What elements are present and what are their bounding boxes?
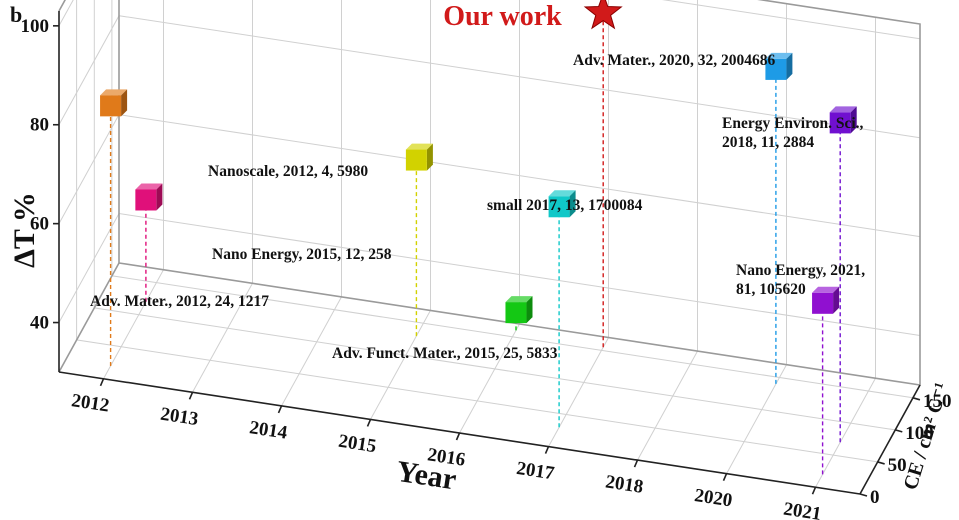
x-tick-mark — [99, 378, 105, 387]
y-axis-title: ΔT % — [8, 192, 41, 268]
tick-labels: 4060801002012201320142015201620172018202… — [21, 16, 952, 520]
annotation-point-9: 81, 105620 — [736, 281, 806, 298]
star-marker-our-work — [583, 0, 623, 30]
x-tick-label: 2015 — [337, 431, 378, 457]
cube-front-face — [100, 95, 122, 117]
grid-line-x — [637, 0, 698, 461]
z-tick-mark — [912, 397, 921, 401]
cube-marker-point-9 — [812, 286, 840, 314]
z-tick-label: 150 — [923, 391, 952, 412]
annotation-point-8: 2018, 11, 2884 — [722, 134, 814, 151]
cube-top-face — [505, 296, 533, 303]
axis-titles: b ΔT % Year CE / cm² C⁻¹ — [8, 2, 953, 496]
cube-top-face — [405, 143, 433, 150]
annotation-our-work: Our work — [443, 1, 562, 32]
annotation-point-7: Adv. Mater., 2020, 32, 2004686 — [573, 52, 775, 69]
cube-side-face — [850, 106, 857, 134]
drop-lines — [109, 15, 841, 475]
x-tick-mark — [188, 392, 194, 400]
data-markers — [100, 0, 857, 324]
cube-top-face — [829, 106, 857, 113]
annotation-point-1: Adv. Mater., 2012, 24, 1217 — [90, 293, 269, 310]
annotation-point-9: Nano Energy, 2021, — [736, 262, 865, 279]
cube-marker-point-6 — [548, 190, 576, 218]
panel-label: b — [10, 2, 22, 27]
x-tick-mark — [544, 446, 550, 454]
cube-side-face — [569, 190, 576, 218]
annotation-point-3: Nano Energy, 2015, 12, 258 — [212, 246, 392, 263]
cube-front-face — [812, 292, 834, 314]
grid-line-x — [192, 0, 253, 393]
cube-top-face — [812, 286, 840, 293]
annotation-point-6: small 2017, 13, 1700084 — [487, 197, 643, 214]
x-tick-mark — [722, 473, 728, 481]
x-tick-label: 2014 — [248, 417, 289, 444]
z-tick-label: 50 — [888, 455, 907, 476]
cube-front-face — [505, 302, 527, 324]
floor-left-edge — [58, 262, 120, 373]
cube-top-face — [548, 190, 576, 197]
x-tick-mark — [633, 459, 639, 468]
cube-side-face — [786, 52, 793, 80]
x-tick-label: 2017 — [515, 458, 556, 485]
z-tick-mark — [877, 461, 885, 465]
x-tick-label: 2018 — [604, 471, 645, 497]
cube-marker-point-3 — [405, 143, 433, 171]
cube-front-face — [135, 189, 157, 211]
annotation-point-4: Adv. Funct. Mater., 2015, 25, 5833 — [332, 345, 558, 362]
z-tick-mark — [895, 429, 903, 433]
y-tick-label: 80 — [30, 115, 49, 136]
z-axis-line — [859, 384, 921, 495]
x-tick-label: 2020 — [693, 485, 734, 511]
cube-front-face — [765, 58, 787, 80]
cube-side-face — [121, 89, 128, 117]
cube-side-face — [526, 296, 533, 324]
cube-marker-point-1 — [135, 183, 163, 211]
cube-front-face — [548, 196, 570, 218]
cube-front-face — [405, 149, 427, 171]
x-tick-label: 2013 — [159, 404, 200, 430]
z-tick-label: 0 — [870, 487, 880, 508]
annotation-point-8: Energy Environ. Sci., — [722, 115, 864, 132]
cube-top-face — [100, 89, 128, 96]
z-tick-label: 100 — [905, 423, 934, 444]
x-tick-mark — [811, 486, 817, 495]
y-tick-label: 60 — [30, 214, 49, 235]
cube-marker-point-2 — [100, 89, 128, 117]
cube-top-face — [135, 183, 163, 190]
point-annotations: Adv. Mater., 2012, 24, 1217 Nanoscale, 20… — [90, 1, 865, 362]
grid-line-y — [58, 114, 921, 238]
z-tick-mark — [859, 493, 868, 497]
x-tick-mark — [277, 405, 283, 414]
x-tick-mark — [455, 432, 461, 441]
x-tick-label: 2012 — [70, 390, 111, 416]
cube-marker-point-7 — [765, 52, 793, 80]
x-tick-label: 2021 — [782, 499, 823, 520]
cube-front-face — [829, 112, 851, 134]
back-wall-frame — [118, 0, 921, 386]
cube-side-face — [156, 183, 163, 211]
y-tick-label: 40 — [30, 313, 49, 334]
cube-side-face — [426, 143, 433, 171]
grid-line-x — [815, 17, 876, 488]
y-tick-label: 100 — [21, 16, 50, 37]
cube-marker-point-4 — [505, 296, 533, 324]
cube-marker-point-8 — [829, 106, 857, 134]
x-tick-mark — [366, 419, 372, 427]
cube-top-face — [765, 52, 793, 59]
annotation-point-2: Nanoscale, 2012, 4, 5980 — [208, 163, 368, 180]
cube-side-face — [833, 286, 840, 314]
